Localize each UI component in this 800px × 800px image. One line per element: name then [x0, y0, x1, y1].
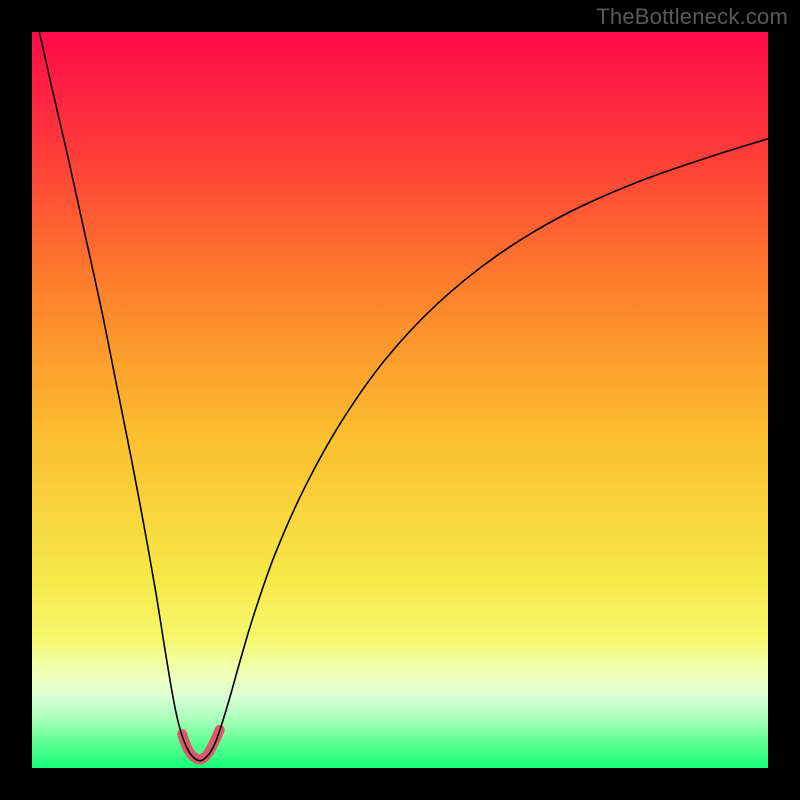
plot-svg: [0, 0, 800, 800]
plot-background: [32, 32, 768, 768]
chart-frame: TheBottleneck.com: [0, 0, 800, 800]
